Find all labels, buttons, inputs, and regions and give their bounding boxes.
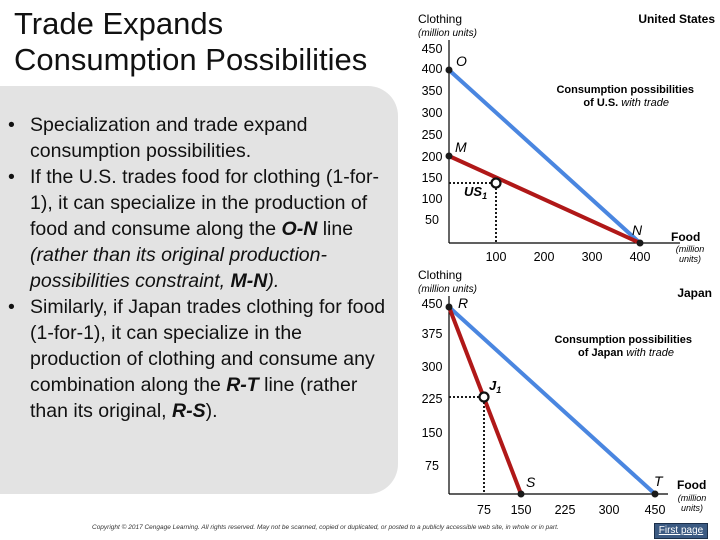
japan-point-r (445, 303, 453, 311)
japan-x-axis-unit: (million units) (678, 493, 707, 513)
us-label-n: N (632, 222, 643, 238)
us-y-tick: 200 (422, 150, 443, 164)
bullet-2-text-b: line (317, 218, 354, 240)
slide-title: Trade Expands Consumption Possibilities (14, 6, 394, 78)
us-label-us1: US1 (464, 184, 487, 201)
japan-x-axis-title: Food (677, 478, 706, 492)
bullet-1-text: Specialization and trade expand consumpt… (30, 114, 308, 162)
japan-y-tick: 450 (422, 297, 443, 311)
bullet-3-text-b: line (rather than its original, (30, 374, 358, 422)
japan-trade-line-rt (447, 305, 657, 496)
us-graph: Clothing (million units) United States 4… (418, 12, 715, 264)
bullet-3: • Similarly, if Japan trades clothing for… (8, 296, 386, 422)
bullet-1: • Specialization and trade expand consump… (8, 114, 308, 162)
bullet-panel (0, 86, 398, 494)
first-page-button[interactable]: First page (654, 523, 708, 539)
japan-y-axis-title: Clothing (418, 268, 462, 282)
bullet-list: • Specialization and trade expand consump… (8, 112, 388, 424)
us-annotation-line-1: Consumption possibilities (556, 84, 694, 96)
japan-x-tick: 75 (477, 503, 491, 517)
us-x-tick: 300 (582, 250, 603, 264)
japan-y-axis-unit: (million units) (418, 284, 477, 295)
us-annotation: Consumption possibilities of U.S. with t… (556, 84, 694, 109)
us-y-tick: 100 (422, 192, 443, 206)
us-x-axis-unit: (million units) (676, 244, 705, 264)
us-point-m (445, 152, 453, 160)
bullet-3-line-rt: R-T (226, 374, 259, 396)
us-y-tick: 250 (422, 128, 443, 142)
japan-graph: Clothing (million units) Japan 450 375 3… (418, 268, 712, 517)
us-x-ticks: 100 200 300 400 (486, 250, 651, 264)
japan-label-t: T (654, 473, 664, 489)
us-x-axis-title: Food (671, 230, 700, 244)
bullet-2: • If the U.S. trades food for clothing (1… (8, 166, 379, 292)
japan-y-tick: 150 (422, 426, 443, 440)
us-y-tick: 50 (425, 213, 439, 227)
japan-x-tick: 150 (511, 503, 532, 517)
japan-y-tick: 225 (422, 392, 443, 406)
japan-point-s (517, 490, 525, 498)
us-trade-line-on (447, 68, 642, 245)
us-y-tick: 150 (422, 171, 443, 185)
bullet-2-line-on: O-N (281, 218, 318, 240)
japan-label-j1: J1 (489, 378, 501, 395)
bullet-2-text-c: (rather than its original production-pos… (30, 244, 327, 292)
bullet-2-text-a: If the U.S. trades food for clothing (1-… (30, 166, 379, 240)
japan-annotation-line-2: of Japan with trade (578, 347, 674, 359)
us-x-tick: 100 (486, 250, 507, 264)
japan-y-tick: 300 (422, 360, 443, 374)
japan-y-ticks: 450 375 300 225 150 75 (422, 297, 443, 473)
us-country-label: United States (638, 12, 715, 26)
us-annotation-line-2: of U.S. with trade (583, 97, 669, 109)
japan-x-tick: 450 (645, 503, 666, 517)
japan-annotation: Consumption possibilities of Japan with … (554, 334, 692, 359)
japan-y-tick: 375 (422, 327, 443, 341)
japan-x-ticks: 75 150 225 300 450 (477, 503, 665, 517)
us-point-n (636, 239, 644, 247)
japan-label-s: S (526, 474, 536, 490)
us-y-tick: 350 (422, 84, 443, 98)
bullet-3-text-c: ). (205, 400, 218, 422)
japan-x-tick: 225 (555, 503, 576, 517)
japan-annotation-line-1: Consumption possibilities (554, 334, 692, 346)
us-y-tick: 450 (422, 42, 443, 56)
us-point-us1 (490, 177, 502, 189)
us-x-tick: 400 (630, 250, 651, 264)
us-y-axis-unit: (million units) (418, 28, 477, 39)
japan-label-r: R (458, 295, 468, 311)
bullet-3-text-a: Similarly, if Japan trades clothing for … (30, 296, 386, 396)
bullet-2-line-mn: M-N (230, 270, 268, 292)
us-label-m: M (455, 139, 467, 155)
copyright-notice: Copyright © 2017 Cengage Learning. All r… (92, 524, 559, 531)
us-y-tick: 300 (422, 106, 443, 120)
us-point-o (445, 66, 453, 74)
slide-title-line-1: Trade Expands (14, 6, 224, 41)
bullet-2-text-d: ). (267, 270, 280, 292)
us-y-ticks: 450 400 350 300 250 200 150 100 50 (422, 42, 443, 227)
japan-point-t (651, 490, 659, 498)
slide-title-line-2: Consumption Possibilities (14, 42, 368, 77)
japan-country-label: Japan (677, 286, 712, 300)
japan-y-tick: 75 (425, 459, 439, 473)
japan-point-j1 (478, 391, 490, 403)
us-ppf-line-mn (448, 154, 641, 245)
us-label-o: O (456, 53, 467, 69)
japan-point-j1-guides (449, 396, 485, 494)
us-x-tick: 200 (534, 250, 555, 264)
japan-x-tick: 300 (599, 503, 620, 517)
bullet-3-line-rs: R-S (172, 400, 206, 422)
us-y-tick: 400 (422, 62, 443, 76)
us-y-axis-title: Clothing (418, 12, 462, 26)
